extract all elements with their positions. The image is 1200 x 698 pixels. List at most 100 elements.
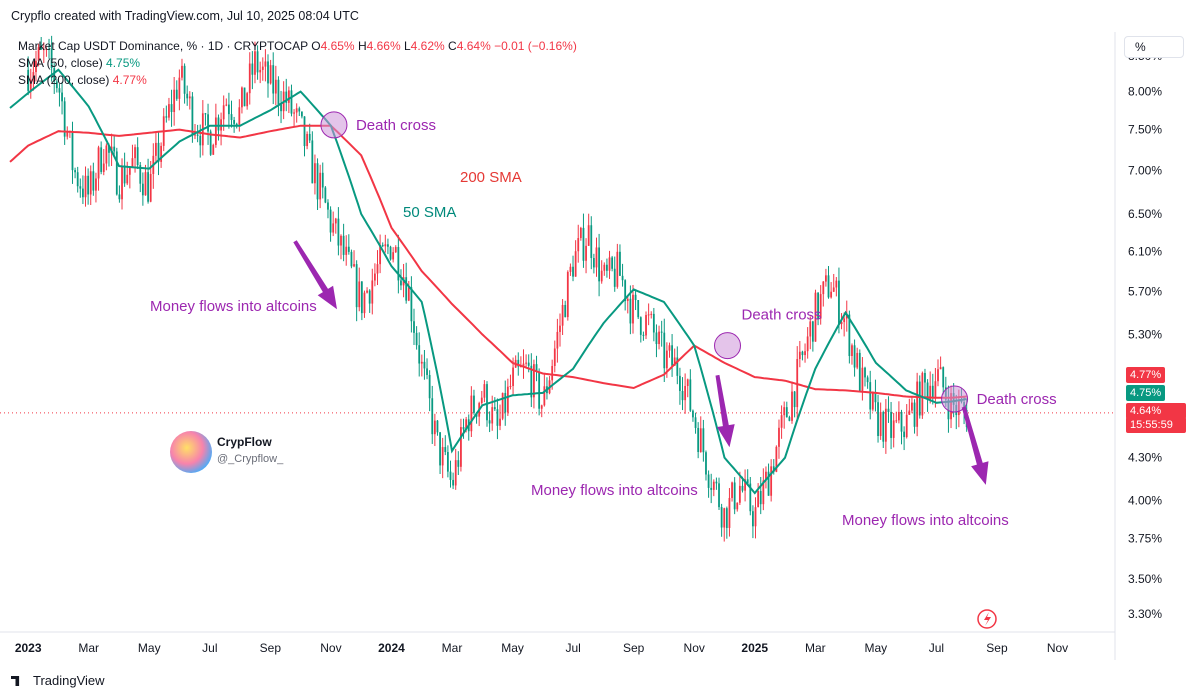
legend-change: −0.01 (−0.16%): [494, 39, 577, 53]
candle-body: [525, 362, 527, 364]
candle-body: [814, 292, 817, 342]
sma200-label: 200 SMA: [460, 169, 522, 186]
candle-body: [308, 133, 311, 141]
candle-body: [366, 290, 368, 293]
candle-body: [788, 417, 791, 421]
candle-body: [877, 402, 879, 437]
candle-body: [181, 65, 183, 78]
candle-body: [358, 281, 361, 308]
candle-body: [817, 292, 819, 319]
candle-body: [345, 246, 348, 255]
candle-body: [749, 483, 752, 512]
candle-body: [871, 391, 874, 410]
candle-body: [866, 377, 869, 383]
candle-body: [559, 325, 561, 332]
candle-body: [811, 321, 814, 342]
candle-body: [340, 235, 342, 246]
candle-body: [798, 351, 801, 360]
candle-body: [501, 393, 504, 419]
candle-body: [436, 420, 439, 433]
candle-body: [360, 281, 363, 314]
death-cross-marker: [941, 385, 969, 413]
legend-title: Market Cap USDT Dominance, % · 1D · CRYP…: [18, 39, 308, 53]
candle-body: [319, 172, 322, 200]
sma-200-line: [9, 124, 967, 399]
candle-body: [892, 420, 895, 438]
candle-body: [165, 116, 168, 118]
y-tick-label: 4.30%: [1128, 451, 1162, 465]
candle-body: [642, 334, 645, 336]
candle-body: [655, 332, 658, 345]
legend-c-label: C: [448, 39, 457, 53]
tradingview-logo[interactable]: TradingView: [11, 673, 105, 688]
brand-name: CrypFlow: [217, 435, 272, 449]
candle-body: [407, 287, 410, 301]
candle-body: [556, 331, 559, 349]
down-arrow: [961, 406, 989, 485]
candle-body: [723, 508, 726, 528]
candle-body: [243, 87, 246, 107]
candle-body: [939, 367, 942, 370]
candle-body: [79, 186, 82, 189]
candle-body: [269, 65, 272, 84]
candle-body: [506, 386, 509, 413]
candle-body: [42, 49, 45, 51]
candle-body: [131, 158, 134, 168]
candle-body: [705, 452, 707, 475]
candle-body: [298, 108, 301, 112]
candle-body: [183, 65, 186, 94]
x-tick-label: May: [138, 641, 161, 655]
candle-body: [579, 227, 582, 239]
candle-body: [71, 131, 74, 171]
y-tick-label: 5.30%: [1128, 327, 1162, 341]
candle-body: [431, 398, 434, 435]
candle-body: [598, 247, 600, 282]
tradingview-logo-icon: [11, 676, 20, 686]
axes: 8.50%8.00%7.50%7.00%6.50%6.10%5.70%5.30%…: [0, 32, 1162, 660]
candle-body: [585, 245, 587, 261]
candle-body: [95, 178, 97, 191]
scale-percent-button[interactable]: %: [1124, 36, 1184, 58]
candle-body: [757, 490, 760, 508]
candle-body: [314, 163, 316, 184]
candle-body: [626, 298, 629, 302]
candle-body: [332, 223, 335, 233]
candle-body: [553, 348, 556, 366]
candle-body: [762, 480, 765, 505]
candle-body: [113, 146, 116, 152]
candle-body: [462, 427, 465, 430]
candle-body: [796, 359, 799, 408]
candle-body: [736, 502, 739, 510]
candle-body: [108, 145, 110, 153]
candle-body: [423, 361, 426, 369]
candle-body: [212, 144, 215, 155]
legend-sma50-value: 4.75%: [106, 56, 141, 70]
candle-body: [27, 69, 30, 91]
candle-body: [100, 147, 103, 172]
candle-body: [791, 391, 793, 421]
candle-body: [394, 247, 397, 253]
money-flow-label: Money flows into altcoins: [531, 482, 698, 499]
candle-body: [801, 351, 804, 356]
candle-body: [371, 280, 374, 304]
candle-body: [754, 507, 757, 527]
candle-body: [207, 114, 209, 132]
candle-body: [228, 104, 230, 115]
candle-body: [621, 275, 624, 281]
candle-body: [460, 427, 462, 467]
countdown-badge: 15:55:59: [1126, 417, 1186, 433]
candle-body: [535, 364, 538, 372]
candle-body: [869, 382, 872, 410]
candle-body: [66, 132, 69, 137]
y-tick-label: 3.75%: [1128, 531, 1162, 545]
candle-body: [191, 96, 194, 135]
candle-body: [491, 407, 494, 424]
candle-body: [465, 419, 468, 430]
candle-body: [420, 361, 423, 364]
candle-body: [186, 93, 189, 99]
candle-body: [209, 131, 212, 155]
candle-body: [879, 412, 882, 437]
candle-body: [668, 345, 671, 351]
sma-50-line: [9, 68, 967, 495]
